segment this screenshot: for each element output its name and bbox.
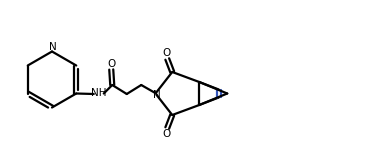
Text: O: O [163, 48, 171, 58]
Text: N: N [49, 42, 57, 52]
Text: NH: NH [91, 89, 107, 98]
Text: N: N [153, 89, 161, 100]
Text: O: O [108, 59, 116, 69]
Text: O: O [163, 129, 171, 139]
